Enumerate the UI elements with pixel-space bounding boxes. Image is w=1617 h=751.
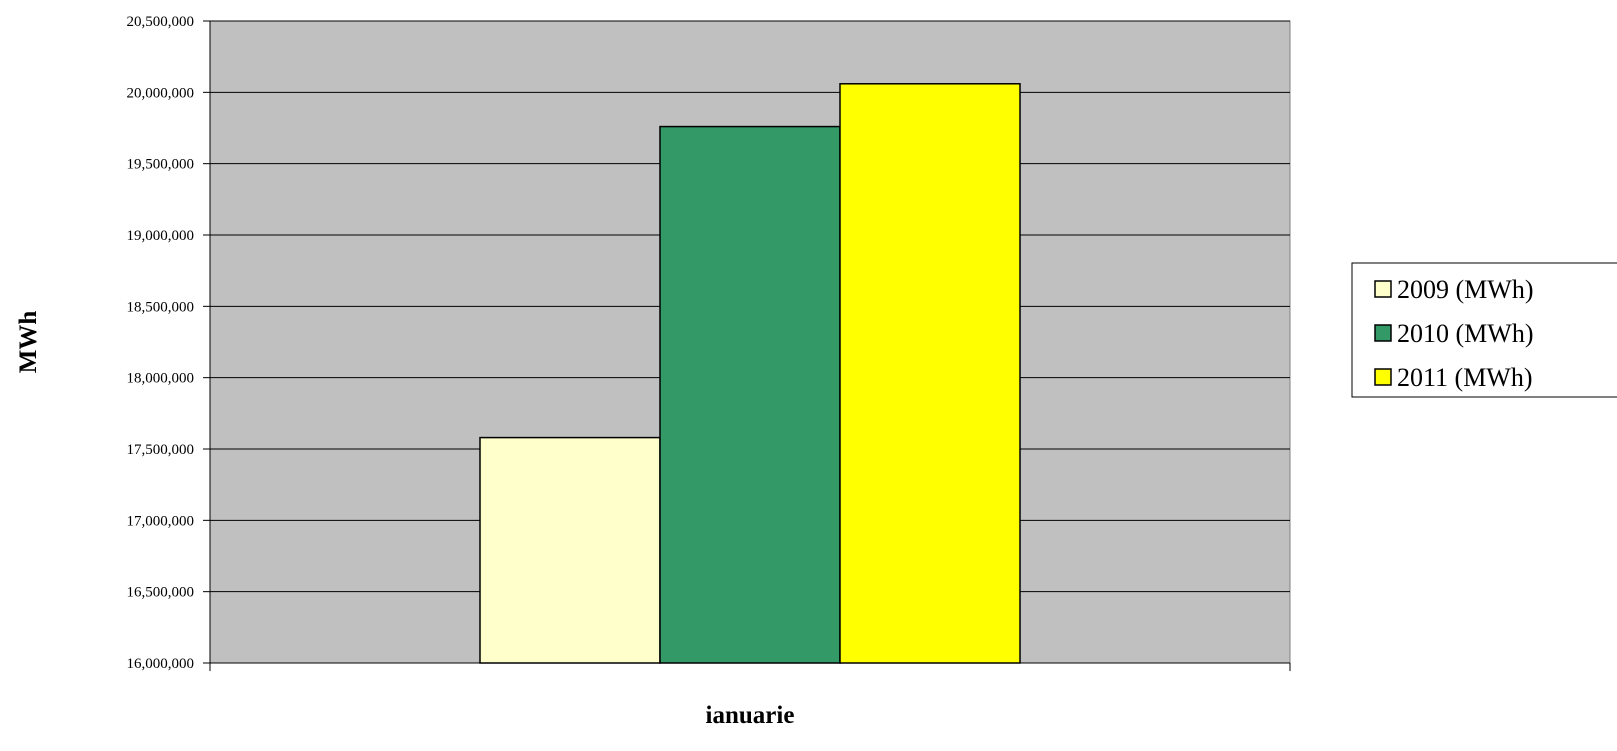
legend-swatch	[1374, 280, 1392, 298]
legend-box	[1351, 262, 1617, 398]
bars	[479, 83, 1021, 664]
y-tick-label: 16,500,000	[127, 585, 195, 601]
y-tick-label: 18,000,000	[127, 371, 195, 387]
legend-swatch	[1374, 368, 1392, 386]
legend-label: 2009 (MWh)	[1397, 275, 1533, 304]
y-tick-label: 17,500,000	[127, 442, 195, 458]
bar-2010-mwh	[659, 125, 841, 664]
legend: 2009 (MWh) 2010 (MWh) 2011 (MWh)	[1351, 262, 1617, 398]
y-tick-label: 20,500,000	[127, 14, 195, 30]
y-tick-labels: 16,000,000 16,500,000 17,000,000 17,500,000…	[127, 14, 195, 672]
axes	[209, 21, 1291, 671]
y-tick-label: 19,000,000	[127, 228, 195, 244]
legend-label: 2011 (MWh)	[1397, 363, 1533, 392]
y-tick-label: 17,000,000	[127, 513, 195, 529]
y-tick-label: 19,500,000	[127, 157, 195, 173]
bar-2009-mwh	[479, 436, 661, 664]
x-axis-title: ianuarie	[706, 702, 795, 729]
legend-label: 2010 (MWh)	[1397, 319, 1533, 348]
y-tick-label: 18,500,000	[127, 299, 195, 315]
y-tick-label: 16,000,000	[127, 656, 195, 672]
y-tick-label: 20,000,000	[127, 85, 195, 101]
legend-swatch	[1374, 324, 1392, 342]
bar-2011-mwh	[839, 83, 1021, 664]
y-axis-title: MWh	[15, 311, 42, 374]
